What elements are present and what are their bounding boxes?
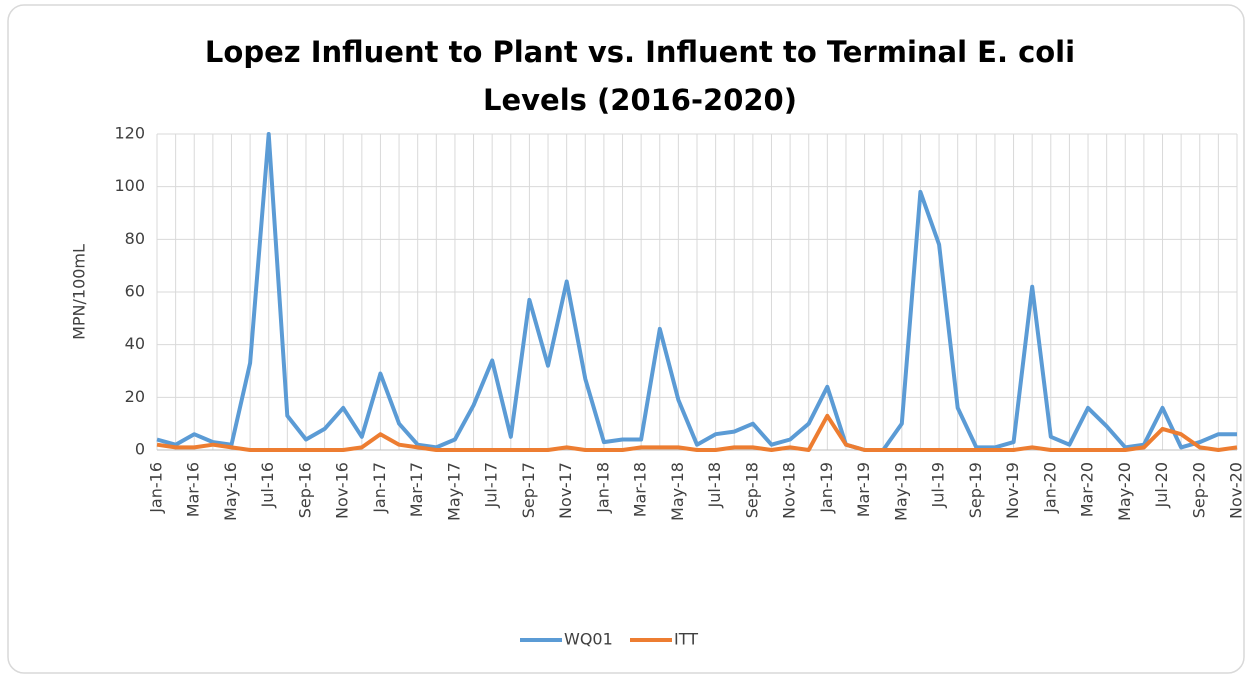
chart-title: Levels (2016-2020) (483, 83, 797, 117)
x-tick-label: May-20 (1115, 462, 1134, 521)
x-tick-label: Jan-18 (593, 462, 612, 514)
y-tick-label: 120 (114, 124, 145, 143)
x-tick-label: Mar-19 (854, 462, 873, 517)
x-tick-label: Nov-16 (333, 462, 352, 519)
y-tick-label: 60 (125, 282, 145, 301)
x-tick-label: Jan-17 (370, 462, 389, 514)
x-tick-label: Mar-18 (631, 462, 650, 517)
x-tick-label: May-18 (668, 462, 687, 521)
x-tick-label: Jan-20 (1040, 462, 1059, 514)
legend-label: WQ01 (564, 630, 613, 649)
x-tick-label: Jul-19 (929, 462, 948, 508)
y-tick-label: 100 (114, 176, 145, 195)
x-tick-label: May-17 (444, 462, 463, 521)
x-tick-label: Nov-19 (1003, 462, 1022, 519)
x-tick-label: Nov-18 (780, 462, 799, 519)
y-tick-label: 20 (125, 387, 145, 406)
y-axis-label: MPN/100mL (70, 244, 89, 340)
x-tick-label: Jul-17 (482, 462, 501, 508)
x-tick-label: Jul-18 (705, 462, 724, 508)
x-tick-label: Sep-17 (519, 462, 538, 518)
x-tick-label: Mar-20 (1078, 462, 1097, 517)
x-tick-label: May-19 (891, 462, 910, 521)
x-tick-label: Sep-16 (295, 462, 314, 518)
series-line (156, 132, 1237, 452)
chart-frame (7, 4, 1245, 674)
y-tick-label: 40 (125, 334, 145, 353)
x-tick-label: Jul-16 (258, 462, 277, 508)
series-line (156, 413, 1238, 452)
x-tick-label: Sep-19 (966, 462, 985, 518)
x-tick-label: Nov-17 (556, 462, 575, 519)
x-tick-label: May-16 (221, 462, 240, 521)
y-tick-label: 0 (135, 440, 145, 459)
x-tick-label: Mar-17 (407, 462, 426, 517)
x-tick-label: Jul-20 (1152, 462, 1171, 508)
x-tick-label: Jan-19 (817, 462, 836, 514)
x-tick-label: Nov-20 (1227, 462, 1246, 519)
legend-label: ITT (674, 630, 698, 649)
x-tick-label: Jan-16 (147, 462, 166, 514)
chart-title: Lopez Influent to Plant vs. Influent to … (205, 35, 1075, 69)
x-tick-label: Sep-20 (1189, 462, 1208, 518)
y-tick-label: 80 (125, 229, 145, 248)
x-tick-label: Mar-16 (184, 462, 203, 517)
x-tick-label: Sep-18 (742, 462, 761, 518)
